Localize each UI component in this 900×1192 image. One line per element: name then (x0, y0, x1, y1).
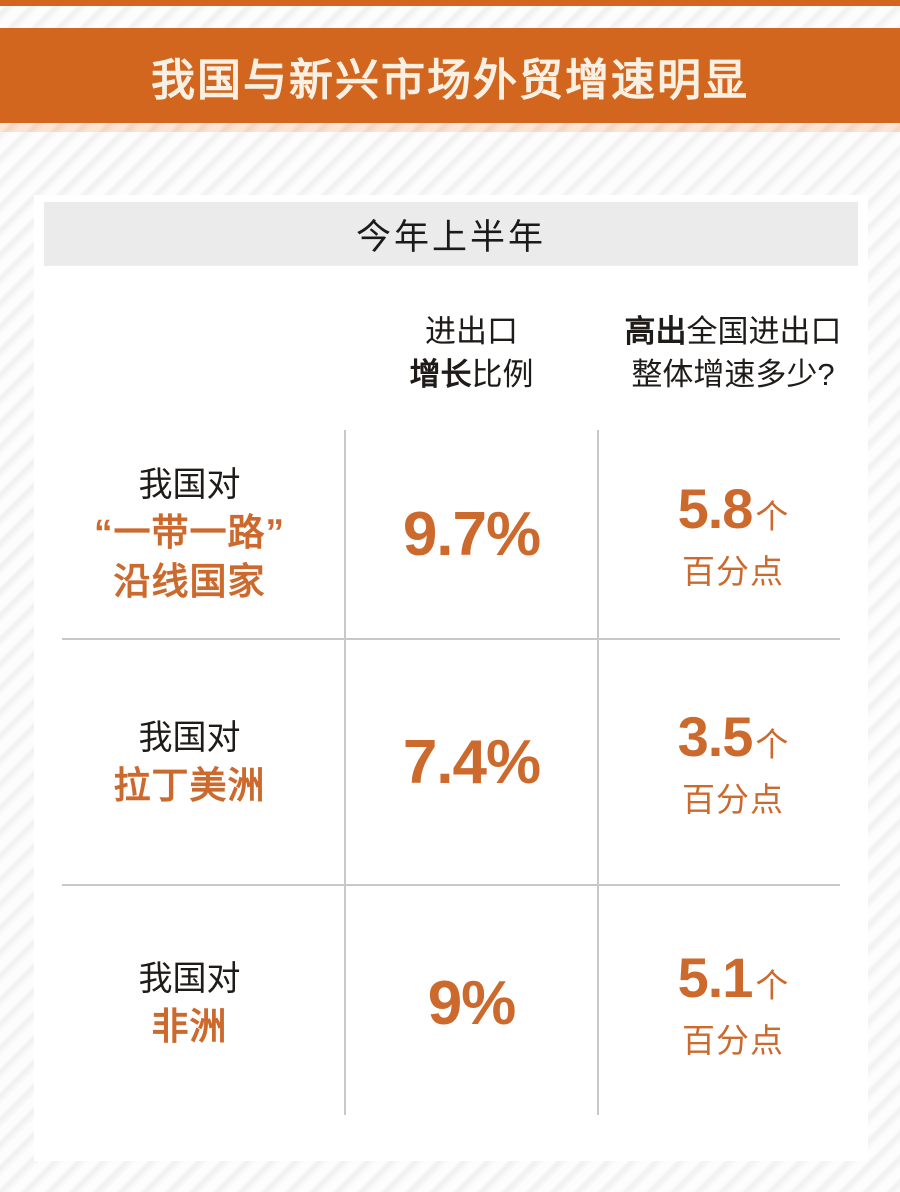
page-title: 我国与新兴市场外贸增速明显 (151, 55, 749, 105)
vertical-divider-2 (597, 430, 599, 1115)
growth-header-line1-text: 进出口 (425, 314, 518, 349)
diff-caption: 百分点 (682, 780, 784, 818)
column-headers: 进出口 增长比例 高出全国进出口 整体增速多少? (34, 310, 868, 410)
row-label-cell: 我国对 非洲 (34, 886, 345, 1121)
diff-number-line: 5.8 个 (678, 476, 789, 541)
title-banner: 我国与新兴市场外贸增速明显 (0, 28, 900, 123)
row-label-prefix: 我国对 (138, 466, 241, 504)
growth-number: 7.4% (402, 727, 541, 797)
row-label-prefix: 我国对 (138, 960, 241, 998)
growth-number: 9% (427, 969, 517, 1038)
row-label-cell: 我国对 “一带一路” 沿线国家 (34, 430, 345, 638)
column-header-diff: 高出全国进出口 整体增速多少? (598, 310, 868, 396)
diff-number: 3.5 (677, 704, 754, 768)
top-accent-strip (0, 0, 900, 6)
row-label-cell: 我国对 拉丁美洲 (34, 640, 345, 884)
growth-header-bold: 增长 (409, 357, 472, 392)
diff-value-cell: 3.5 个 百分点 (598, 640, 868, 884)
growth-value-cell: 9% (345, 886, 598, 1121)
table-row-belt-and-road: 我国对 “一带一路” 沿线国家 9.7% 5.8 个 百分点 (34, 430, 868, 638)
row-label-line: “一带一路” (94, 512, 285, 553)
growth-header-line2: 增长比例 (345, 353, 598, 396)
period-label: 今年上半年 (355, 217, 546, 257)
table-row-africa: 我国对 非洲 9% 5.1 个 百分点 (34, 886, 868, 1121)
growth-header-line1: 进出口 (345, 310, 598, 353)
row-divider-1 (62, 638, 840, 640)
vertical-divider-1 (344, 430, 346, 1115)
diff-header-rest: 全国进出口 (686, 314, 842, 349)
data-card: 今年上半年 进出口 增长比例 高出全国进出口 整体增速多少? 我国对 “一带一路… (34, 195, 868, 1161)
diff-unit: 个 (755, 967, 789, 1004)
row-label-line: 非洲 (151, 1006, 228, 1047)
row-label-line: 拉丁美洲 (113, 764, 266, 806)
diff-caption: 百分点 (682, 552, 784, 590)
diff-caption: 百分点 (682, 1022, 784, 1059)
table-row-latin-america: 我国对 拉丁美洲 7.4% 3.5 个 百分点 (34, 640, 868, 884)
row-label-line: 沿线国家 (113, 561, 266, 602)
diff-unit: 个 (755, 725, 789, 763)
diff-value-cell: 5.8 个 百分点 (598, 430, 868, 638)
diff-value-cell: 5.1 个 百分点 (598, 886, 868, 1121)
period-banner: 今年上半年 (44, 202, 858, 266)
diff-header-line2: 整体增速多少? (598, 353, 868, 396)
growth-value-cell: 9.7% (345, 430, 598, 638)
diff-number-line: 3.5 个 (678, 704, 789, 769)
diff-number: 5.1 (677, 946, 754, 1009)
row-divider-2 (62, 884, 840, 886)
growth-value-cell: 7.4% (345, 640, 598, 884)
diff-number: 5.8 (677, 476, 754, 540)
diff-unit: 个 (755, 497, 789, 535)
diff-header-line1: 高出全国进出口 (598, 310, 868, 353)
column-header-growth: 进出口 增长比例 (345, 310, 598, 396)
banner-underline-strip (0, 123, 900, 132)
growth-number: 9.7% (402, 499, 541, 569)
diff-header-bold: 高出 (624, 314, 687, 349)
growth-header-rest: 比例 (471, 357, 534, 392)
row-label-prefix: 我国对 (138, 718, 241, 757)
diff-header-line2-text: 整体增速多少? (631, 357, 835, 392)
diff-number-line: 5.1 个 (678, 945, 789, 1010)
